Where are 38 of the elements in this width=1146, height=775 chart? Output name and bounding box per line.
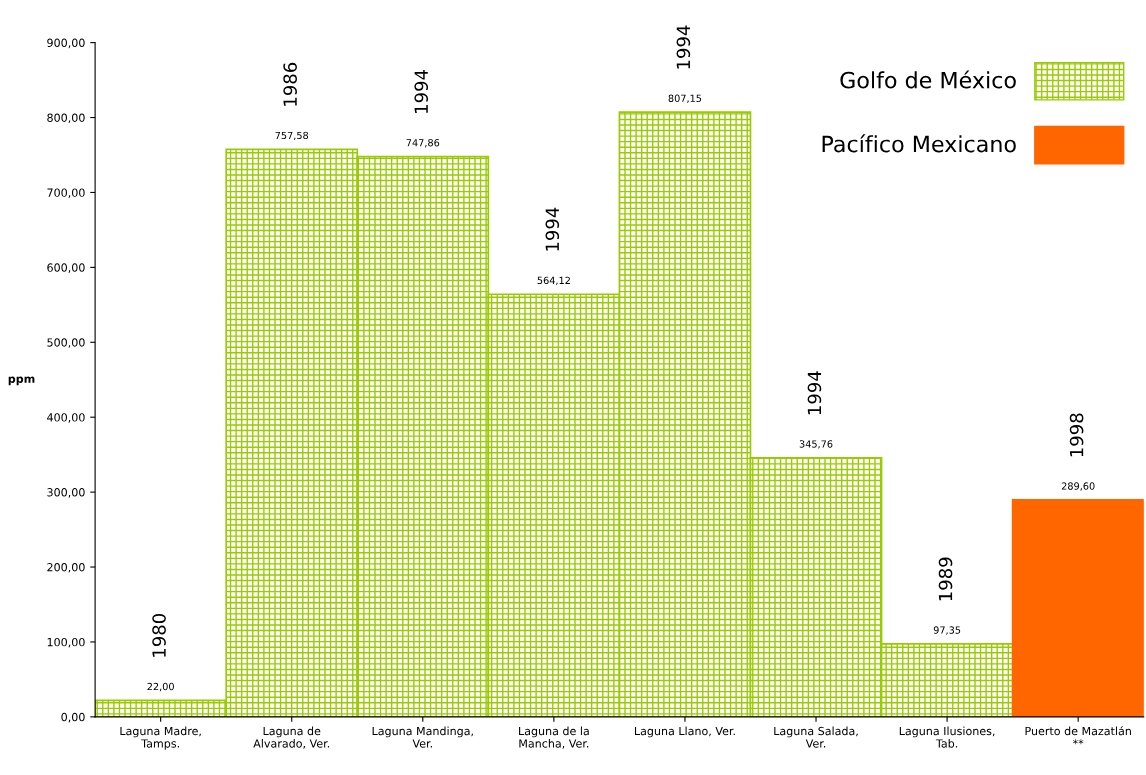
y-tick-label: 800,00 [47,113,85,124]
data-label: 289,60 [1061,482,1095,491]
annotation: 1994 [545,207,560,251]
x-tick-label: Laguna de Alvarado, Ver. [253,726,330,749]
legend-label: Golfo de México [840,70,1016,89]
x-tick-label: Laguna Madre, Tamps. [120,726,201,750]
x-tick-label: Puerto de Mazatlán ** [1025,726,1131,745]
annotation: 1994 [807,371,822,415]
y-tick-label: 900,00 [47,38,85,49]
data-label: 807,15 [668,94,702,103]
data-label: 564,12 [537,276,570,286]
x-tick-label: Laguna Mandinga, Ver. [372,726,473,748]
y-tick-label: 500,00 [47,338,85,348]
legend-label: Pacífico Mexicano [822,134,1016,153]
y-tick-label: 100,00 [47,637,85,648]
data-label: 757,58 [275,131,309,141]
data-label: 22,00 [147,682,174,692]
annotation: 1998 [1069,413,1084,457]
y-tick-label: 0,00 [61,712,85,723]
x-tick-label: Laguna Ilusiones, Tab. [899,726,995,748]
annotation: 1980 [152,613,166,657]
y-tick-label: 700,00 [47,188,85,198]
y-tick-label: 600,00 [47,263,85,273]
y-tick-label: 200,00 [47,563,85,573]
annotation: 1994 [414,70,429,113]
x-tick-label: Laguna de la Mancha, Ver. [519,726,589,749]
annotation: 1989 [938,557,953,601]
annotation: 1994 [676,25,691,69]
annotation: 1986 [283,62,297,106]
y-tick-label: 300,00 [47,488,85,498]
y-tick-label: 400,00 [47,413,85,423]
data-label: 97,35 [933,626,961,635]
x-tick-label: Laguna Salada, Ver. [774,726,858,748]
data-label: 345,76 [799,440,833,449]
x-tick-label: Laguna Llano, Ver. [634,726,735,738]
bar [1011,499,1144,717]
data-label: 747,86 [406,139,440,148]
y-axis-title: ppm [8,376,35,386]
